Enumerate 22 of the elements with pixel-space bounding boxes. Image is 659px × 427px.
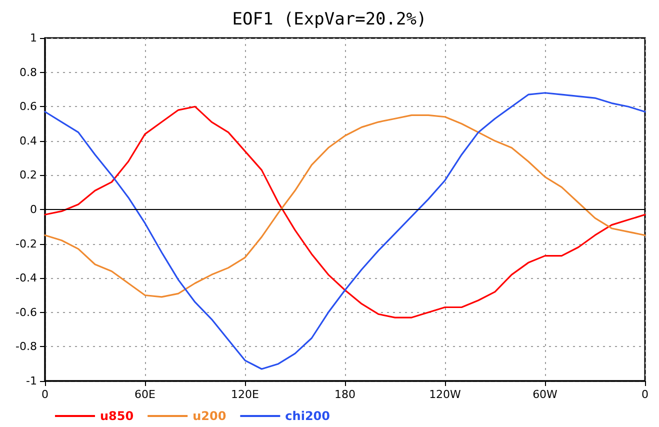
x-tick-label: 0 — [642, 388, 648, 401]
x-tick-label: 120E — [231, 388, 260, 401]
y-tick-label: -0.6 — [16, 306, 37, 319]
y-tick-label: -1 — [26, 374, 37, 388]
y-tick-label: 0.2 — [20, 168, 37, 182]
y-tick-label: 0.8 — [20, 66, 37, 79]
x-tick-label: 60E — [134, 388, 156, 401]
x-tick-label: 60W — [532, 388, 558, 401]
x-tick-label: 180 — [334, 388, 356, 401]
chart-title: EOF1 (ExpVar=20.2%) — [232, 10, 427, 30]
y-tick-label: -0.4 — [16, 272, 37, 285]
y-tick-label: 0.4 — [20, 134, 37, 148]
y-tick-label: 0.6 — [20, 100, 37, 114]
y-tick-label: 1 — [30, 32, 37, 44]
y-tick-label: -0.2 — [16, 237, 37, 250]
y-tick-label: 0 — [30, 203, 37, 216]
legend-label: chi200 — [285, 409, 330, 423]
x-tick-label: 120W — [429, 388, 462, 401]
y-tick-label: -0.8 — [16, 340, 37, 354]
x-tick-label: 0 — [42, 388, 48, 401]
legend-label: u200 — [192, 409, 226, 423]
legend-label: u850 — [100, 409, 134, 423]
